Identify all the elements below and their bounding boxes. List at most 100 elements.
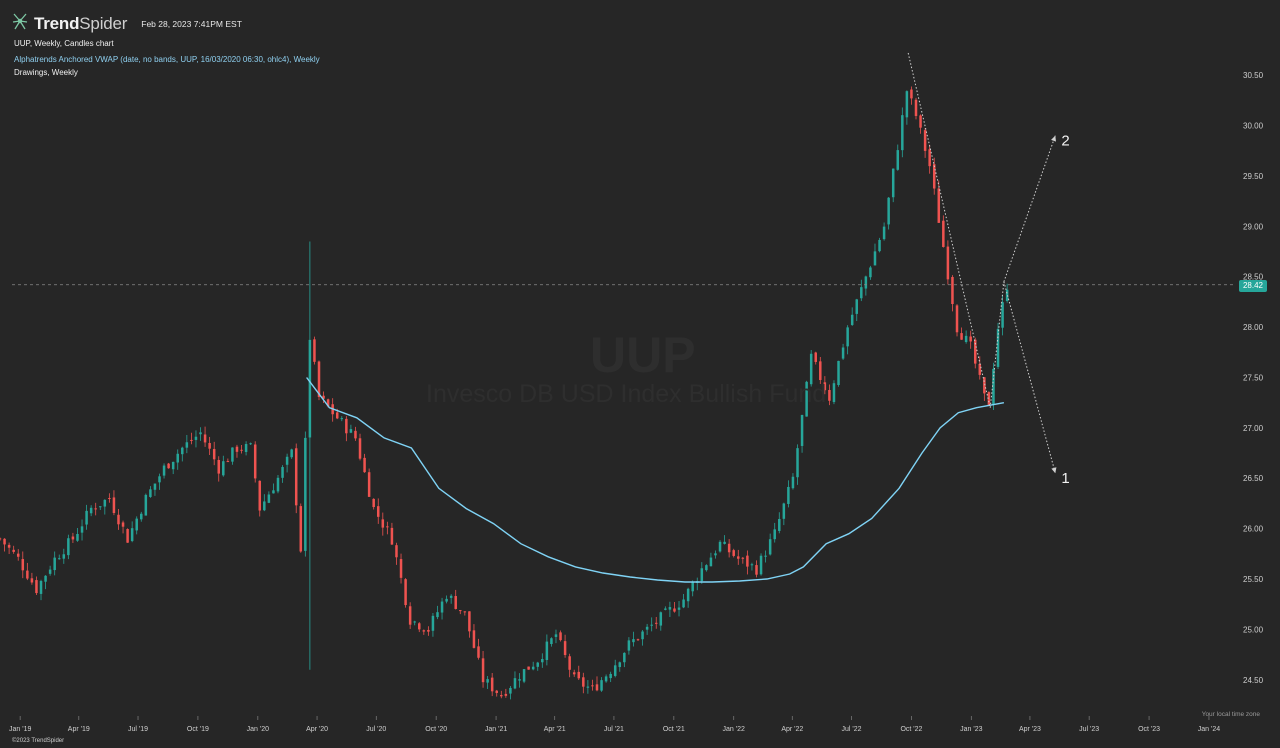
candle-body [627, 640, 631, 651]
candle-body [563, 641, 567, 655]
candle-body [727, 543, 731, 553]
candle-body [135, 518, 138, 531]
candle-body [253, 444, 257, 479]
candle-body [750, 564, 754, 566]
projection-label: 2 [1061, 133, 1069, 150]
candle-body [322, 395, 325, 399]
y-tick-label: 29.50 [1243, 172, 1264, 181]
y-tick-label: 26.00 [1243, 525, 1264, 534]
x-tick-label: Jan '19 [9, 726, 31, 733]
candle-body [841, 347, 845, 359]
x-tick-label: Apr '21 [544, 726, 566, 733]
candle-body [80, 526, 84, 533]
candle-body [454, 596, 457, 609]
y-tick-label: 30.00 [1243, 122, 1264, 131]
y-tick-label: 30.50 [1243, 71, 1264, 80]
drawings-label[interactable]: Drawings, Weekly [14, 68, 78, 77]
header: TrendSpider Feb 28, 2023 7:41PM EST [12, 12, 242, 35]
candle-body [477, 646, 480, 658]
candle-body [249, 443, 252, 445]
y-tick-label: 29.00 [1243, 222, 1264, 231]
x-tick-label: Jul '22 [842, 726, 862, 733]
candle-body [932, 164, 936, 189]
candle-body [531, 666, 535, 670]
candle-body [217, 459, 220, 474]
candle-body [354, 430, 357, 439]
candle-body [126, 529, 129, 543]
candle-body [632, 639, 635, 643]
candle-body [167, 463, 170, 469]
candle-body [363, 457, 366, 473]
candle-body [7, 544, 11, 548]
candle-body [449, 595, 453, 598]
candle-body [326, 399, 330, 407]
candle-body [509, 687, 512, 694]
candle-body [942, 220, 945, 247]
candle-body [518, 679, 521, 681]
candle-body [349, 429, 353, 433]
candle-body [76, 533, 79, 541]
projection-label: 1 [1061, 470, 1069, 487]
candle-body [108, 498, 111, 500]
x-tick-label: Oct '21 [663, 726, 685, 733]
candle-body [723, 541, 726, 544]
candle-body [800, 414, 804, 446]
candle-body [896, 150, 900, 170]
candle-body [964, 335, 968, 343]
candle-body [682, 599, 685, 608]
candle-body [805, 381, 808, 417]
candle-body [335, 412, 339, 419]
trendspider-logo-icon[interactable] [12, 12, 28, 35]
candle-body [130, 528, 134, 542]
candle-body [495, 690, 498, 693]
chart-title[interactable]: UUP, Weekly, Candles chart [14, 39, 114, 48]
candle-body [103, 499, 107, 507]
watermark-name: Invesco DB USD Index Bullish Fund [426, 380, 827, 408]
candle-body [996, 328, 1000, 367]
candle-body [527, 666, 530, 670]
candle-body [650, 624, 653, 626]
projection-arrow-line [1003, 135, 1056, 282]
candle-body [819, 361, 822, 381]
brand-name: TrendSpider [34, 14, 127, 34]
candle-body [399, 559, 403, 578]
candle-body [582, 677, 585, 687]
candle-body [846, 327, 849, 347]
brand-light: Spider [79, 13, 128, 33]
candle-body [791, 476, 795, 489]
candle-body [212, 448, 216, 460]
candle-body [705, 565, 708, 571]
candle-body [376, 506, 380, 517]
candle-body [16, 553, 20, 557]
candle-body [937, 188, 941, 223]
candle-body [12, 549, 15, 552]
candle-body [923, 130, 927, 151]
y-tick-label: 28.50 [1243, 273, 1264, 282]
candle-body [290, 449, 293, 458]
candle-body [882, 226, 886, 240]
candle-body [372, 498, 375, 508]
candle-body [919, 115, 922, 128]
candle-body [778, 519, 781, 531]
candle-body [1005, 289, 1009, 301]
candle-body [951, 277, 954, 304]
candle-body [240, 449, 243, 451]
candle-body [914, 99, 918, 116]
candle-body [162, 465, 166, 476]
candle-body [431, 615, 435, 631]
candles-layer [0, 86, 1009, 700]
candle-body [367, 472, 371, 497]
candle-body [855, 299, 859, 314]
candle-body [664, 608, 667, 610]
candle-body [345, 418, 348, 434]
candle-body [408, 606, 412, 625]
indicator-label[interactable]: Alphatrends Anchored VWAP (date, no band… [14, 55, 320, 64]
candle-body [258, 480, 262, 511]
candle-body [121, 522, 125, 527]
candle-body [604, 676, 608, 682]
candle-body [272, 490, 275, 494]
candle-body [641, 631, 644, 640]
candle-body [276, 477, 280, 492]
candle-body [99, 506, 102, 508]
